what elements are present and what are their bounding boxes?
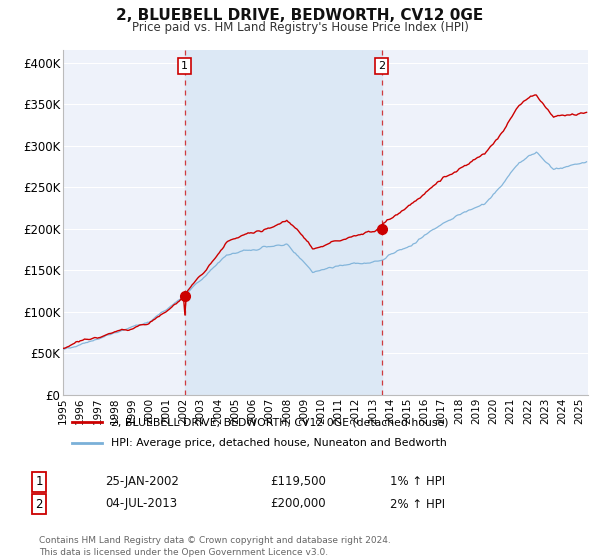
Text: 04-JUL-2013: 04-JUL-2013 [105,497,177,511]
Text: 2: 2 [378,61,385,71]
Text: 2, BLUEBELL DRIVE, BEDWORTH, CV12 0GE: 2, BLUEBELL DRIVE, BEDWORTH, CV12 0GE [116,8,484,24]
Text: 2% ↑ HPI: 2% ↑ HPI [390,497,445,511]
Text: Contains HM Land Registry data © Crown copyright and database right 2024.
This d: Contains HM Land Registry data © Crown c… [39,536,391,557]
Text: 1: 1 [35,475,43,488]
Text: 2, BLUEBELL DRIVE, BEDWORTH, CV12 0GE (detached house): 2, BLUEBELL DRIVE, BEDWORTH, CV12 0GE (d… [111,417,449,427]
Text: Price paid vs. HM Land Registry's House Price Index (HPI): Price paid vs. HM Land Registry's House … [131,21,469,34]
Text: £119,500: £119,500 [270,475,326,488]
Text: £200,000: £200,000 [270,497,326,511]
Text: HPI: Average price, detached house, Nuneaton and Bedworth: HPI: Average price, detached house, Nune… [111,438,447,448]
Text: 25-JAN-2002: 25-JAN-2002 [105,475,179,488]
Bar [185,50,382,395]
Text: 2: 2 [35,497,43,511]
Text: 1% ↑ HPI: 1% ↑ HPI [390,475,445,488]
Text: 1: 1 [181,61,188,71]
